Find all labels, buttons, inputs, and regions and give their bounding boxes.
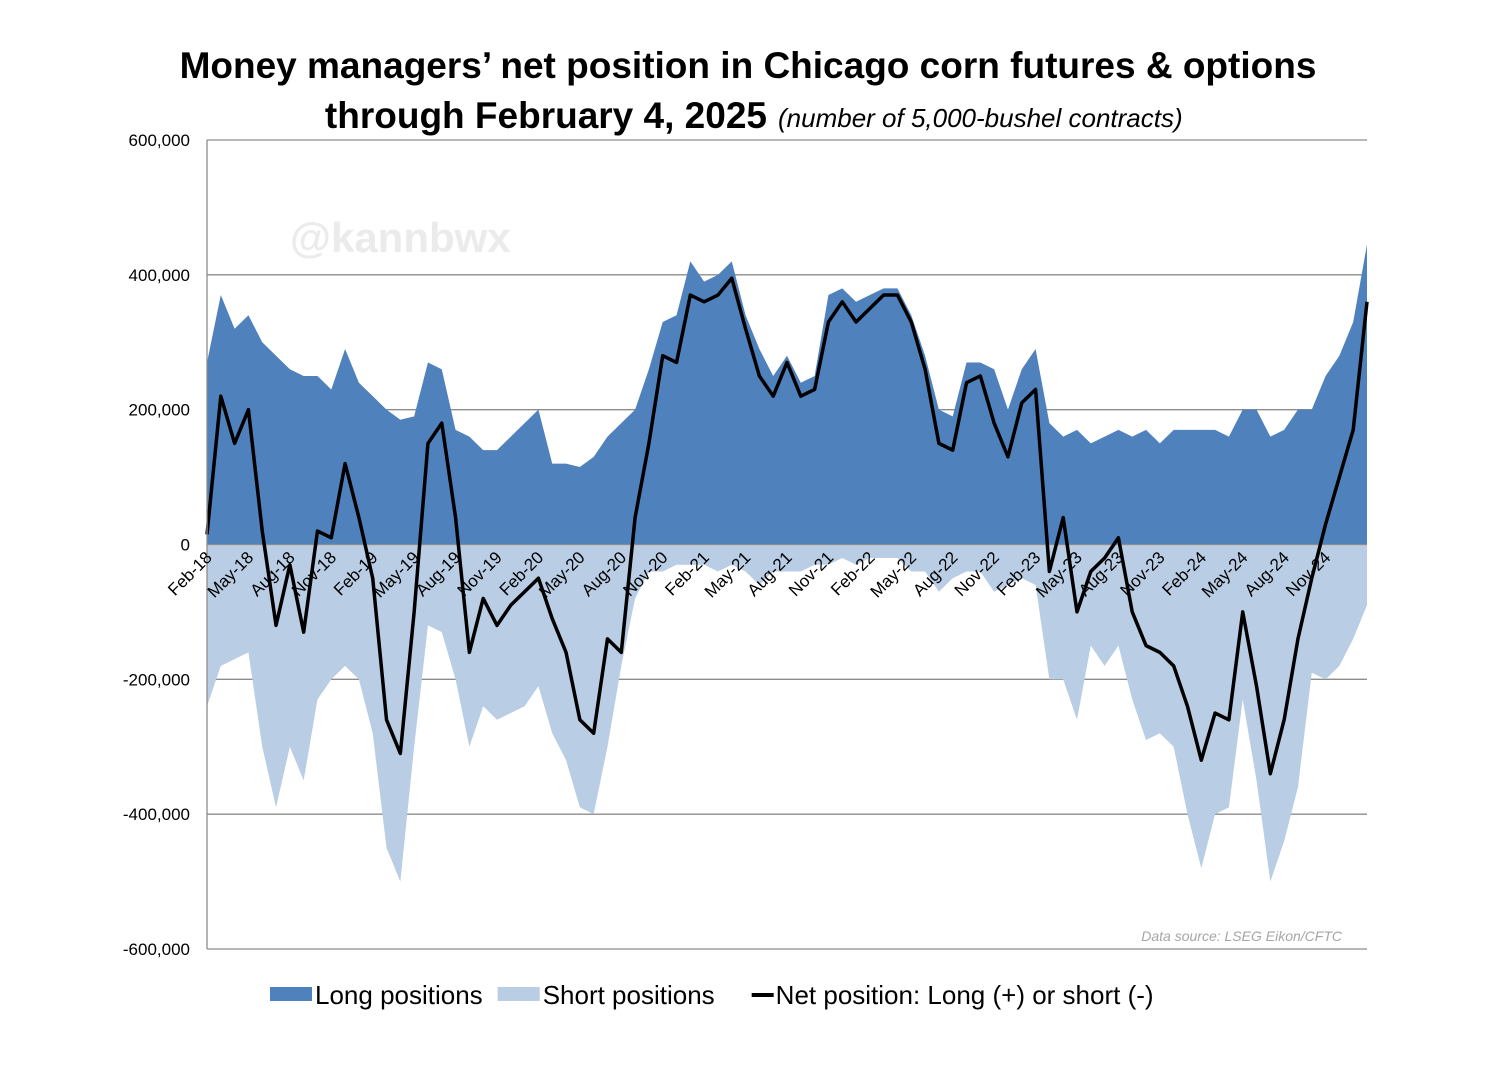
y-tick-label: -400,000 — [123, 805, 190, 824]
area-0 — [207, 244, 1367, 545]
net-line — [205, 276, 1369, 776]
legend-label: Short positions — [543, 980, 715, 1010]
chart-title-line2: through February 4, 2025 — [325, 95, 767, 136]
legend-swatch — [497, 987, 540, 1001]
source-note: Data source: LSEG Eikon/CFTC — [1141, 928, 1343, 944]
watermark: @kannbwx — [290, 214, 511, 261]
y-tick-label: -600,000 — [123, 940, 190, 959]
area-1 — [207, 544, 1367, 882]
legend-label: Net position: Long (+) or short (-) — [776, 980, 1154, 1010]
y-tick-label: 600,000 — [129, 131, 190, 150]
y-tick-label: 400,000 — [129, 266, 190, 285]
chart-title: Money managers’ net position in Chicago … — [180, 45, 1317, 86]
chart-subtitle: (number of 5,000-bushel contracts) — [778, 103, 1183, 133]
y-tick-label: -200,000 — [123, 670, 190, 689]
legend-label: Long positions — [315, 980, 483, 1010]
y-tick-label: 200,000 — [129, 401, 190, 420]
legend-swatch — [270, 987, 312, 1001]
y-tick-label: 0 — [181, 536, 190, 555]
